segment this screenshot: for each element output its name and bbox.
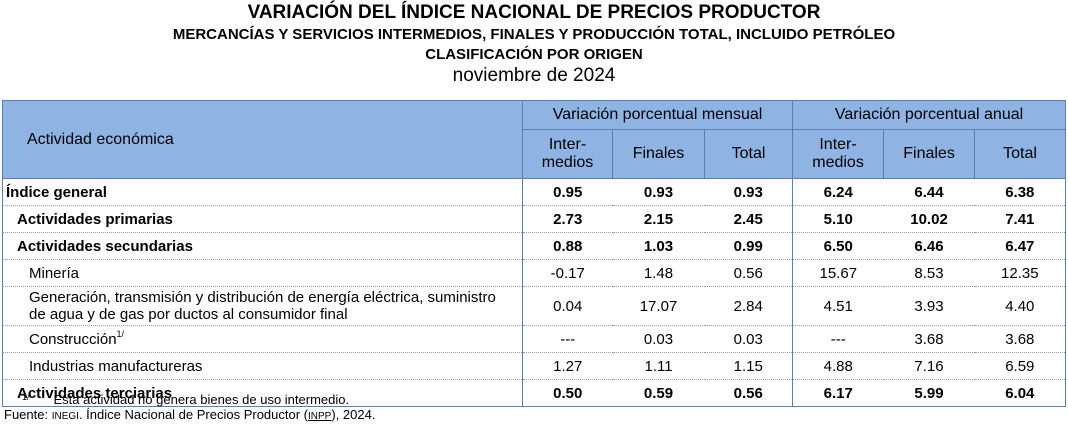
cell-monthly-total: 0.99: [704, 232, 793, 260]
table-row: Índice general 0.95 0.93 0.93 6.24 6.44 …: [2, 178, 1067, 206]
row-label-line1: Generación, transmisión y distribución d…: [29, 289, 496, 306]
cell-annual-total: 6.47: [974, 232, 1067, 260]
cell-monthly-finales: 0.03: [612, 325, 705, 353]
table-row: Industrias manufactureras 1.27 1.11 1.15…: [2, 352, 1067, 380]
source-label: Fuente:: [4, 407, 49, 422]
cell-monthly-total: 0.03: [704, 325, 793, 353]
footnote-text: Esta actividad no genera bienes de uso i…: [53, 392, 350, 407]
classification-title: CLASIFICACIÓN POR ORIGEN: [425, 46, 643, 63]
monthly-total-header: Total: [703, 129, 794, 179]
row-label: Minería: [2, 259, 523, 287]
cell-annual-total: 4.40: [974, 286, 1067, 326]
monthly-finales-header: Finales: [612, 129, 705, 179]
cell-annual-intermedios: 6.17: [792, 379, 884, 407]
row-label-text: Construcción: [29, 330, 117, 348]
table-row: Minería -0.17 1.48 0.56 15.67 8.53 12.35: [2, 259, 1067, 287]
table-row: Actividades secundarias 0.88 1.03 0.99 6…: [2, 232, 1067, 260]
cell-monthly-total: 0.56: [704, 379, 793, 407]
row-label-line2: de agua y de gas por ductos al consumido…: [29, 306, 348, 323]
cell-annual-finales: 3.93: [883, 286, 975, 326]
cell-annual-finales: 10.02: [883, 205, 975, 233]
source-text-a: . Índice Nacional de Precios Productor (: [78, 407, 309, 422]
cell-monthly-finales: 1.03: [612, 232, 705, 260]
source-note: Fuente: INEGI. Índice Nacional de Precio…: [4, 407, 375, 424]
row-label: Construcción1/: [2, 325, 523, 353]
header-inter-part2: medios: [812, 154, 864, 171]
cell-monthly-intermedios: 2.73: [522, 205, 613, 233]
footnote-1: 1/Esta actividad no genera bienes de uso…: [4, 392, 375, 407]
cell-monthly-total: 2.84: [704, 286, 793, 326]
cell-monthly-intermedios: 1.27: [522, 352, 613, 380]
header-inter-part2: medios: [541, 154, 594, 171]
cell-monthly-intermedios: 0.04: [522, 286, 613, 326]
cell-monthly-finales: 0.93: [612, 178, 705, 206]
cell-monthly-intermedios: -0.17: [522, 259, 613, 287]
row-label: Actividades terciarias: [2, 379, 523, 407]
cell-annual-finales: 3.68: [883, 325, 975, 353]
footnotes: 1/Esta actividad no genera bienes de uso…: [4, 392, 375, 424]
cell-monthly-finales: 17.07: [612, 286, 705, 326]
cell-annual-intermedios: ---: [792, 325, 884, 353]
cell-monthly-total: 1.15: [704, 352, 793, 380]
period-title: noviembre de 2024: [452, 65, 616, 86]
title-block: VARIACIÓN DEL ÍNDICE NACIONAL DE PRECIOS…: [0, 0, 1068, 87]
row-label: Índice general: [2, 178, 523, 206]
cell-annual-intermedios: 6.24: [792, 178, 884, 206]
row-label: Industrias manufactureras: [2, 352, 523, 380]
table-row: Generación, transmisión y distribución d…: [2, 286, 1067, 326]
price-index-table: Actividad económica Variación porcentual…: [2, 100, 1067, 407]
subtitle: MERCANCÍAS Y SERVICIOS INTERMEDIOS, FINA…: [172, 26, 896, 43]
cell-annual-total: 3.68: [974, 325, 1067, 353]
table-row: Construcción1/ --- 0.03 0.03 --- 3.68 3.…: [2, 325, 1067, 353]
cell-monthly-finales: 2.15: [612, 205, 705, 233]
source-abbr: INPP: [308, 411, 332, 422]
cell-annual-total: 12.35: [974, 259, 1067, 287]
annual-finales-header: Finales: [883, 129, 976, 179]
row-label: Generación, transmisión y distribución d…: [2, 286, 523, 326]
header-inter-part1: Inter-: [819, 136, 857, 153]
cell-annual-total: 7.41: [974, 205, 1067, 233]
cell-annual-finales: 6.44: [883, 178, 975, 206]
cell-annual-intermedios: 4.51: [792, 286, 884, 326]
cell-annual-intermedios: 5.10: [792, 205, 884, 233]
cell-annual-total: 6.04: [974, 379, 1067, 407]
footnote-marker: 1/: [22, 392, 30, 402]
row-label: Actividades secundarias: [2, 232, 523, 260]
cell-monthly-intermedios: 0.95: [522, 178, 613, 206]
annual-intermedios-header: Inter-medios: [792, 129, 885, 179]
cell-monthly-total: 0.56: [704, 259, 793, 287]
cell-monthly-total: 0.93: [704, 178, 793, 206]
footnote-marker: 1/: [116, 328, 125, 339]
cell-annual-finales: 8.53: [883, 259, 975, 287]
table-row: Actividades terciarias 0.50 0.59 0.56 6.…: [2, 379, 1067, 407]
cell-monthly-finales: 1.48: [612, 259, 705, 287]
cell-annual-finales: 5.99: [883, 379, 975, 407]
cell-annual-intermedios: 4.88: [792, 352, 884, 380]
row-label: Actividades primarias: [2, 205, 523, 233]
cell-annual-finales: 6.46: [883, 232, 975, 260]
cell-monthly-finales: 1.11: [612, 352, 705, 380]
annual-group-header: Variación porcentual anual: [792, 100, 1067, 130]
cell-annual-finales: 7.16: [883, 352, 975, 380]
source-text-b: ), 2024.: [331, 407, 376, 422]
cell-monthly-finales: 0.59: [612, 379, 705, 407]
table-row: Actividades primarias 2.73 2.15 2.45 5.1…: [2, 205, 1067, 233]
main-title: VARIACIÓN DEL ÍNDICE NACIONAL DE PRECIOS…: [247, 2, 821, 23]
source-org: INEGI: [51, 411, 79, 422]
cell-monthly-intermedios: 0.50: [522, 379, 613, 407]
activity-header: Actividad económica: [2, 100, 523, 179]
monthly-group-header: Variación porcentual mensual: [521, 100, 794, 130]
cell-monthly-intermedios: 0.88: [522, 232, 613, 260]
annual-total-header: Total: [974, 129, 1067, 179]
cell-annual-total: 6.38: [974, 178, 1067, 206]
cell-annual-intermedios: 15.67: [792, 259, 884, 287]
cell-annual-intermedios: 6.50: [792, 232, 884, 260]
monthly-intermedios-header: Inter-medios: [522, 129, 613, 179]
cell-monthly-total: 2.45: [704, 205, 793, 233]
cell-annual-total: 6.59: [974, 352, 1067, 380]
header-inter-part1: Inter-: [548, 136, 587, 153]
cell-monthly-intermedios: ---: [522, 325, 613, 353]
